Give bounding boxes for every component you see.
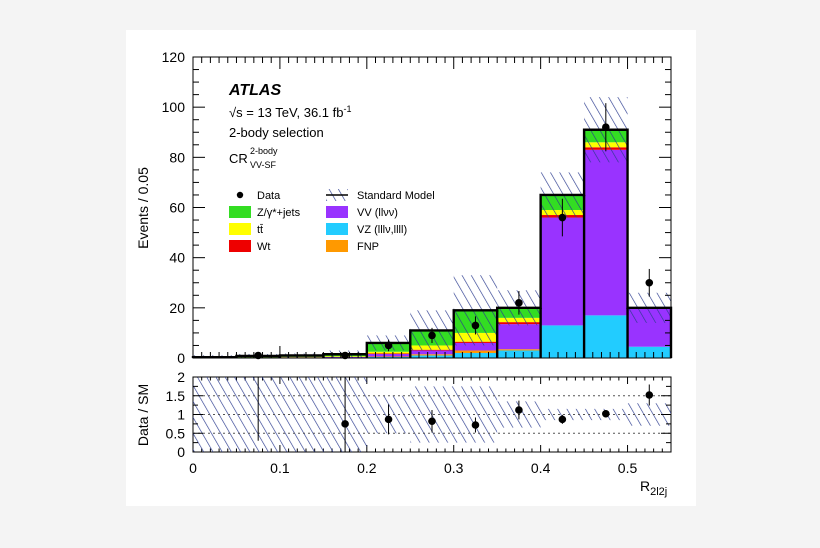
y-tick-label-20: 20	[169, 300, 185, 316]
legend-data-label: Data	[257, 190, 281, 202]
experiment-label: ATLAS	[228, 82, 281, 99]
legend-vv-swatch	[326, 206, 348, 218]
y-tick-label-120: 120	[162, 49, 186, 65]
ratio-y-tick-label-2: 2	[177, 369, 185, 385]
data-point-1	[341, 351, 349, 360]
y-tick-label-40: 40	[169, 250, 185, 266]
legend-zjets-swatch	[229, 206, 251, 218]
bar-vz-6	[453, 352, 498, 358]
legend: Data Standard Model Z/γ*+jets VV (llνν) …	[229, 189, 435, 253]
data-point-4	[471, 321, 480, 330]
x-tick-label-0.3: 0.3	[444, 460, 464, 476]
legend-zjets-label: Z/γ*+jets	[257, 207, 301, 219]
bar-vv-5	[410, 350, 454, 355]
x-tick-label-0.1: 0.1	[270, 460, 290, 476]
bar-vv-4	[366, 353, 411, 357]
legend-ttbar-swatch	[229, 223, 251, 235]
data-point-8	[645, 278, 654, 287]
bar-vz-5	[410, 355, 454, 358]
data-point-7	[602, 123, 610, 132]
bar-fnp-7	[497, 349, 541, 351]
legend-ttbar-label: tt̄	[257, 224, 263, 236]
data-point-0	[254, 351, 262, 360]
region-label: CR	[229, 151, 248, 166]
legend-fnp-swatch	[326, 240, 348, 252]
bar-vv-6	[453, 342, 498, 351]
x-tick-label-0.4: 0.4	[531, 460, 551, 476]
x-tick-label-0.5: 0.5	[618, 460, 638, 476]
ratio-y-tick-label-0.5: 0.5	[166, 425, 186, 441]
data-point-3	[428, 331, 436, 340]
x-axis-label: R2l2j	[640, 478, 667, 498]
ratio-point-6	[558, 415, 567, 424]
histogram-chart: 0 20 40 60 80 100 120 0 0.1 0.2 0.3 0.4 0.5 0 0.5 1 1.5…	[135, 49, 673, 498]
ratio-points-group	[257, 377, 654, 452]
bar-vv-7	[497, 324, 541, 350]
ratio-band-2	[279, 377, 324, 452]
ratio-y-axis-label: Data / SM	[135, 384, 151, 446]
ratio-point-5	[515, 406, 523, 414]
bar-wt-4	[366, 353, 411, 354]
bar-vz-10	[627, 346, 671, 358]
data-point-6	[558, 213, 567, 222]
legend-sm-label: Standard Model	[357, 190, 435, 202]
region-sub: VV-SF	[250, 160, 277, 170]
legend-wt-swatch	[229, 240, 251, 252]
x-tick-label-0.2: 0.2	[357, 460, 377, 476]
legend-vv-label: VV (llνν)	[357, 207, 398, 219]
bar-vv-9	[584, 149, 628, 316]
bar-ttbar-4	[366, 351, 411, 354]
ratio-band-8	[540, 408, 585, 421]
y-tick-label-80: 80	[169, 149, 185, 165]
ratio-point-4	[471, 421, 480, 429]
ratio-band-6	[453, 386, 498, 443]
legend-data-marker	[236, 191, 244, 199]
energy-label: √s = 13 TeV, 36.1 fb-1	[229, 104, 352, 120]
y-tick-label-60: 60	[169, 200, 185, 216]
region-sup: 2-body	[250, 146, 278, 156]
bar-vz-9	[584, 315, 628, 358]
bar-vz-8	[540, 325, 585, 358]
ratio-point-2	[384, 415, 393, 424]
ratio-point-1	[341, 420, 349, 428]
plot-panel: 0 20 40 60 80 100 120 0 0.1 0.2 0.3 0.4 0.5 0 0.5 1 1.5…	[126, 30, 696, 506]
ratio-point-7	[602, 409, 610, 418]
ratio-y-tick-label-1.5: 1.5	[166, 388, 186, 404]
bar-vz-7	[497, 350, 541, 358]
bar-fnp-4	[366, 356, 411, 357]
bar-fnp-5	[410, 354, 454, 356]
main-plot: 0 20 40 60 80 100 120	[162, 49, 673, 366]
data-point-5	[515, 299, 523, 307]
legend-wt-label: Wt	[257, 241, 270, 253]
ratio-y-tick-label-0: 0	[177, 444, 185, 460]
legend-vz-label: VZ (lllν,llll)	[357, 224, 407, 236]
ratio-point-3	[428, 417, 436, 426]
x-tick-label-0: 0	[189, 460, 197, 476]
ratio-y-tick-label-1: 1	[177, 407, 185, 423]
bar-fnp-6	[453, 350, 498, 353]
selection-label: 2-body selection	[229, 125, 324, 140]
y-axis-label: Events / 0.05	[135, 167, 151, 249]
ratio-plot: 0 0.1 0.2 0.3 0.4 0.5 0 0.5 1 1.5 2	[166, 369, 672, 476]
y-tick-label-0: 0	[177, 350, 185, 366]
y-tick-label-100: 100	[162, 99, 186, 115]
data-point-2	[384, 341, 393, 350]
legend-fnp-label: FNP	[357, 241, 379, 253]
bar-vz-4	[366, 356, 411, 358]
ratio-point-8	[645, 391, 654, 399]
legend-vz-swatch	[326, 223, 348, 235]
